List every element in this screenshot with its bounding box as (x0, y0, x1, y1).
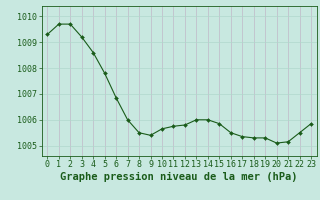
X-axis label: Graphe pression niveau de la mer (hPa): Graphe pression niveau de la mer (hPa) (60, 172, 298, 182)
